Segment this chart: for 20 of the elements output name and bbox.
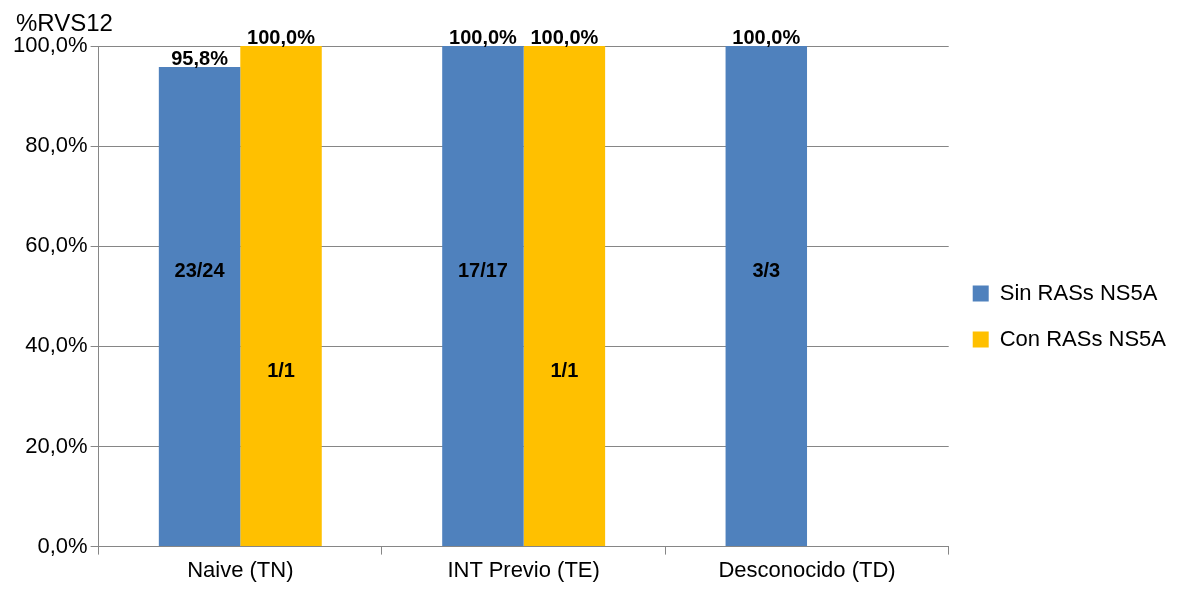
y-tick-label: 80,0% xyxy=(25,132,88,158)
x-tick-label: INT Previo (TE) xyxy=(447,556,600,582)
y-tick-label: 60,0% xyxy=(25,232,88,258)
data-label: 100,0% xyxy=(732,25,801,48)
annotation: 1/1 xyxy=(267,358,295,381)
y-tick-label: 40,0% xyxy=(25,332,88,358)
annotation: 1/1 xyxy=(550,358,579,381)
y-tick-label: 20,0% xyxy=(25,432,88,458)
x-tick-label: Desconocido (TD) xyxy=(718,556,896,582)
legend-label: Sin RASs NS5A xyxy=(999,279,1158,305)
y-tick-label: 0,0% xyxy=(37,532,88,558)
annotation: 23/24 xyxy=(174,258,226,281)
annotation: 3/3 xyxy=(752,258,781,281)
legend-label: Con RASs NS5A xyxy=(999,325,1167,351)
data-label: 95,8% xyxy=(171,46,229,69)
data-label: 100,0% xyxy=(247,25,316,48)
data-label: 100,0% xyxy=(449,25,518,48)
x-tick-label: Naive (TN) xyxy=(187,556,294,582)
annotation: 17/17 xyxy=(457,258,508,281)
data-label: 100,0% xyxy=(530,25,599,48)
